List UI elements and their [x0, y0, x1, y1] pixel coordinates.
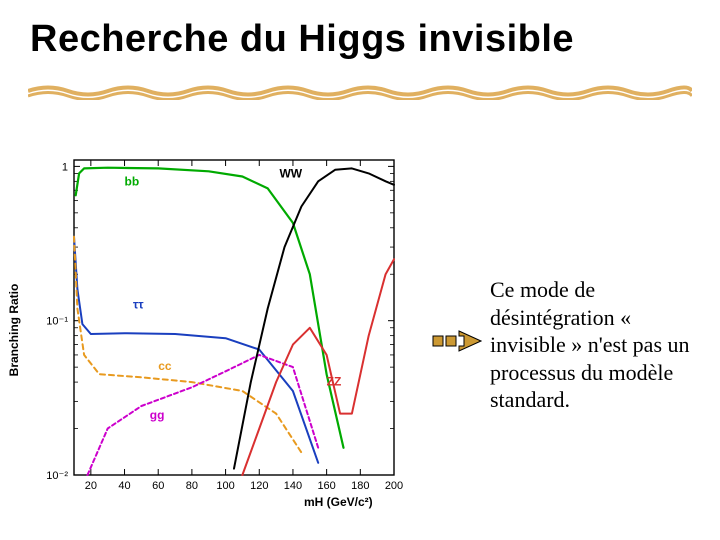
series-bb — [76, 168, 344, 448]
svg-text:60: 60 — [152, 480, 164, 492]
svg-text:20: 20 — [85, 480, 97, 492]
series-label-bb: bb — [125, 175, 140, 189]
series-gg — [88, 355, 319, 475]
svg-text:10⁻¹: 10⁻¹ — [46, 316, 68, 328]
series-WW — [234, 168, 394, 468]
svg-text:100: 100 — [216, 480, 234, 492]
svg-text:180: 180 — [351, 480, 369, 492]
svg-text:140: 140 — [284, 480, 302, 492]
callout-arrow — [432, 330, 482, 352]
series-label-tautau: ττ — [133, 297, 144, 311]
svg-text:1: 1 — [62, 161, 68, 173]
svg-text:200: 200 — [385, 480, 403, 492]
slide-title: Recherche du Higgs invisible — [30, 18, 690, 61]
caption-text: Ce mode de désintégration « invisible » … — [490, 276, 690, 414]
chart-plot-area: 20 40 60 80 100 120 140 160 180 200 10⁻² 10⁻¹ 1 bb ττ c… — [30, 150, 410, 510]
series-cc — [74, 237, 301, 453]
y-axis-label: Branching Ratio — [7, 284, 21, 377]
series-tautau — [74, 237, 318, 463]
series-label-gg: gg — [150, 408, 165, 422]
svg-text:10⁻²: 10⁻² — [46, 470, 68, 482]
series-label-WW: WW — [279, 166, 302, 180]
svg-text:80: 80 — [186, 480, 198, 492]
svg-text:120: 120 — [250, 480, 268, 492]
series-label-ZZ: ZZ — [327, 375, 342, 389]
series-label-cc: cc — [158, 359, 172, 373]
series-ZZ — [242, 259, 394, 475]
svg-text:160: 160 — [317, 480, 335, 492]
title-underline — [28, 82, 692, 100]
slide: Recherche du Higgs invisible Branching R… — [0, 0, 720, 540]
svg-text:40: 40 — [118, 480, 130, 492]
branching-ratio-chart: Branching Ratio 204060801001201401601802… — [30, 150, 410, 510]
x-axis-label: mH (GeV/c²) — [304, 495, 373, 509]
